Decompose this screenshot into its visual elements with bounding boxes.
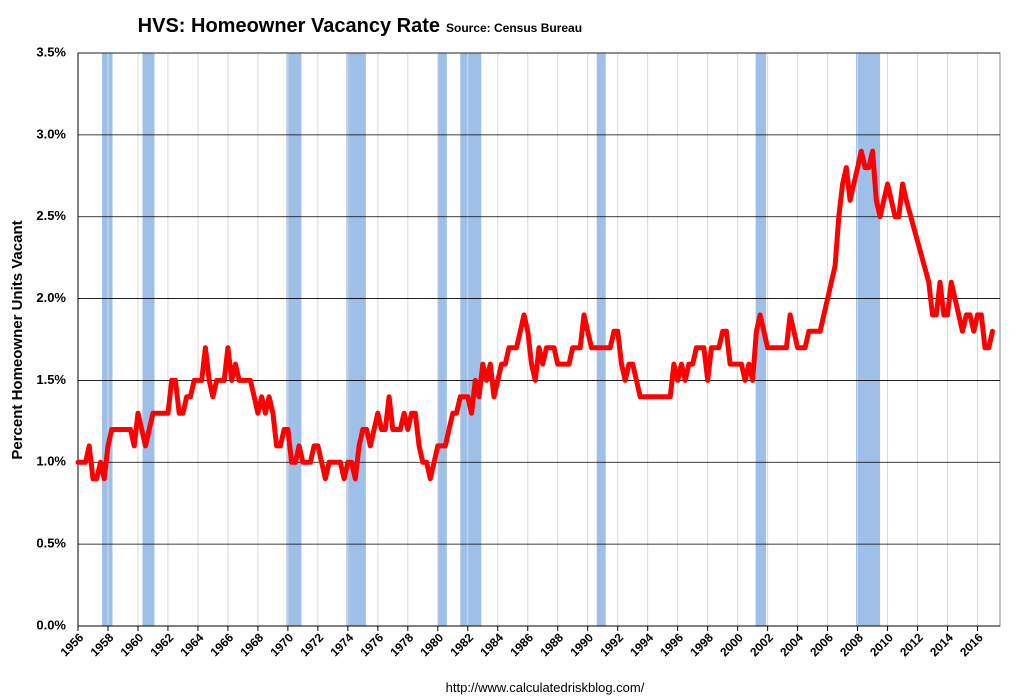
y-tick-label: 2.0% [36, 290, 66, 305]
y-tick-label: 1.5% [36, 372, 66, 387]
y-tick-label: 3.5% [36, 44, 66, 59]
chart-subtitle: Source: Census Bureau [446, 21, 582, 35]
recession-band [286, 53, 302, 626]
recession-band [437, 53, 447, 626]
y-tick-label: 0.0% [36, 617, 66, 632]
y-tick-label: 0.5% [36, 536, 66, 551]
y-axis-label: Percent Homeowner Units Vacant [9, 220, 26, 459]
recession-band [142, 53, 155, 626]
y-tick-label: 3.0% [36, 126, 66, 141]
recession-band [460, 53, 482, 626]
recession-band [755, 53, 767, 626]
chart-title: HVS: Homeowner Vacancy Rate [138, 15, 440, 37]
recession-band [346, 53, 366, 626]
data-line [75, 148, 995, 482]
recession-band [856, 53, 881, 626]
recession-band [596, 53, 606, 626]
plot-area [77, 52, 1001, 627]
y-tick-label: 2.5% [36, 208, 66, 223]
footer: http://www.calculatedriskblog.com/ [446, 680, 645, 695]
y-tick-label: 1.0% [36, 454, 66, 469]
recession-band [101, 53, 113, 626]
